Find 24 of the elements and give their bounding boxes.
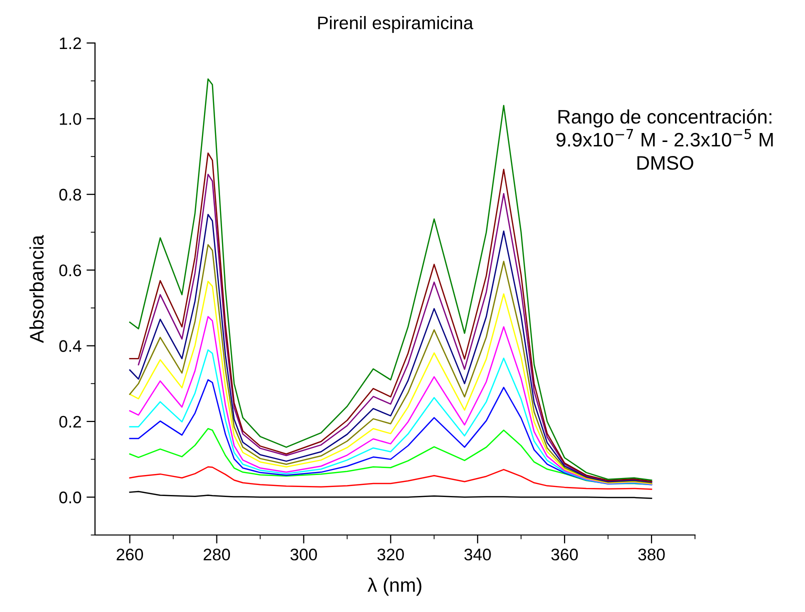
line-series <box>129 280 652 484</box>
line-series <box>129 490 652 499</box>
x-tick-label: 280 <box>204 548 230 560</box>
y-tick-label: 0.8 <box>59 188 82 201</box>
x-tick-label: 340 <box>464 548 491 560</box>
y-tick-label: 0.4 <box>59 340 82 352</box>
x-tick-label: 380 <box>638 548 665 560</box>
line-series <box>129 379 652 486</box>
x-tick-label: 260 <box>116 548 144 560</box>
line-series <box>129 466 652 490</box>
y-axis-title: Absorbancia <box>29 234 44 344</box>
x-tick-label: 300 <box>290 548 317 560</box>
x-axis-title: λ (nm) <box>368 578 422 596</box>
y-tick-label: 0.0 <box>59 492 82 504</box>
line-series <box>129 316 652 485</box>
line-series <box>129 349 652 485</box>
y-tick-label: 1.0 <box>60 113 82 125</box>
y-tick-label: 0.2 <box>59 416 81 428</box>
chart-title: Pirenil espiramicina <box>318 16 474 33</box>
y-tick-label: 0.6 <box>59 264 82 276</box>
x-tick-label: 320 <box>377 548 404 560</box>
text: Rango de concentración: 9.9x10$^{−7}$ M - 2.3x10$^{−5}$ M DMSO <box>556 109 773 170</box>
y-tick-label: 1.2 <box>60 37 81 50</box>
x-tick-label: 360 <box>551 548 578 560</box>
